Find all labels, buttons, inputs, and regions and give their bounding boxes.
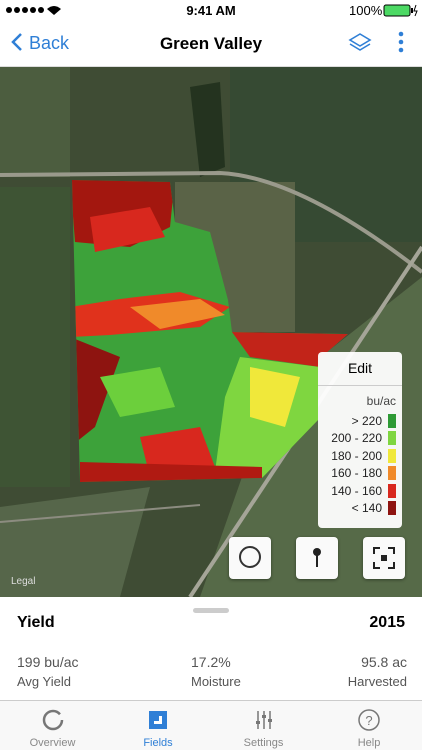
layer-name: Yield (17, 614, 55, 631)
legend-swatch (388, 448, 396, 463)
nav-bar: Back Green Valley (0, 20, 422, 67)
tab-label: Fields (143, 737, 173, 749)
nav-title: Green Valley (159, 34, 263, 53)
legend-swatch (388, 501, 396, 516)
tab[interactable]: ? Help (317, 701, 422, 750)
legend-swatch (388, 431, 396, 446)
legend-swatch (388, 466, 396, 481)
tab-icon (0, 701, 105, 735)
tab[interactable]: Overview (0, 701, 105, 750)
info-panel: Yield 2015 199 bu/ac Avg Yield 17.2% Moist… (0, 597, 422, 700)
legend-swatch (388, 483, 396, 498)
lasso-button[interactable] (229, 537, 271, 579)
legend-item: 180 - 200 (318, 447, 402, 465)
legend-label: < 140 (351, 501, 382, 516)
legend-edit[interactable]: Edit (318, 352, 402, 386)
back-chevron (11, 33, 22, 51)
legend-label: 140 - 160 (331, 483, 382, 498)
legend-item: > 220 (318, 412, 402, 430)
tab-label: Settings (243, 737, 284, 749)
legend: Edit bu/ac > 220 200 - 220 180 - 200 160 - … (318, 352, 402, 528)
layers-button[interactable] (348, 32, 372, 54)
battery-icon (383, 4, 418, 17)
stat-label: Harvested (347, 674, 407, 689)
stat-label: Avg Yield (17, 674, 71, 689)
tab-bar: Overview Fields Settings? Help (0, 700, 422, 750)
legend-label: 200 - 220 (331, 431, 382, 446)
legend-item: 140 - 160 (318, 482, 402, 500)
stat: 17.2% Moisture (191, 654, 241, 689)
stat: 95.8 ac Harvested (348, 654, 407, 689)
legend-item: < 140 (318, 500, 402, 518)
more-button[interactable] (396, 30, 406, 56)
stat-label: Moisture (191, 674, 241, 689)
legend-swatch (388, 413, 396, 428)
pin-icon (313, 548, 321, 567)
legend-unit: bu/ac (366, 394, 396, 408)
svg-text:?: ? (365, 713, 372, 728)
signal-icon (6, 6, 61, 15)
tab-label: Overview (29, 737, 76, 749)
tab-label: Help (357, 737, 381, 749)
status-bar: 9:41 AM 100% (0, 0, 422, 20)
back-button[interactable]: Back (10, 32, 69, 54)
legend-label: > 220 (351, 413, 382, 428)
panel-header (0, 597, 422, 646)
legend-label: 160 - 180 (331, 466, 382, 481)
battery-percent: 100% (349, 3, 383, 18)
stat-value: 95.8 ac (361, 654, 407, 670)
tab-icon: ? (317, 701, 422, 735)
tab-icon (211, 701, 316, 735)
legend-item: 160 - 180 (318, 465, 402, 483)
layer-year: 2015 (369, 614, 405, 631)
tab[interactable]: Fields (106, 701, 211, 750)
map-attribution[interactable]: Legal (11, 576, 35, 587)
drag-handle[interactable] (193, 608, 229, 613)
stat-value: 199 bu/ac (17, 654, 79, 670)
tab[interactable]: Settings (211, 701, 316, 750)
stat: 199 bu/ac Avg Yield (17, 654, 79, 689)
back-label: Back (29, 33, 70, 53)
frame-button[interactable] (363, 537, 405, 579)
legend-items: > 220 200 - 220 180 - 200 160 - 180 140 - 16… (318, 412, 402, 517)
legend-item: 200 - 220 (318, 430, 402, 448)
pin-button[interactable] (296, 537, 338, 579)
stat-value: 17.2% (191, 654, 231, 670)
frame-icon (373, 547, 395, 569)
lasso-icon (239, 546, 261, 568)
legend-label: 180 - 200 (331, 448, 382, 463)
tab-icon (106, 701, 211, 735)
time: 9:41 AM (186, 3, 236, 18)
